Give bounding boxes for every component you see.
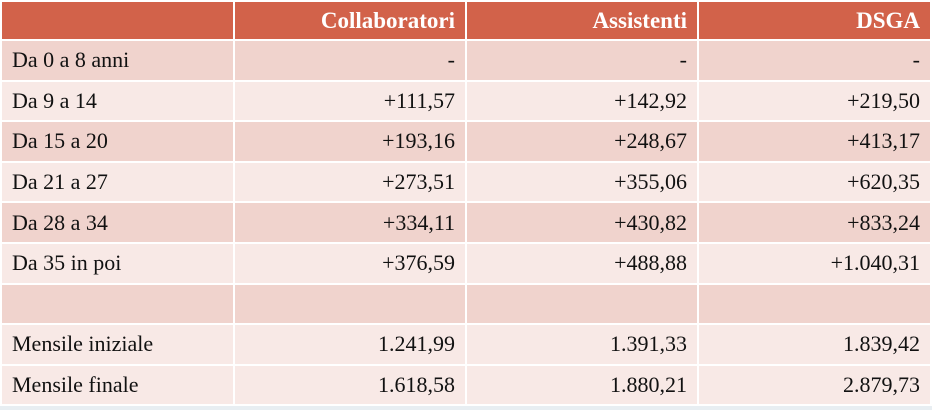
row-label: Da 21 a 27 — [0, 160, 235, 204]
row-label: Da 35 in poi — [0, 241, 235, 285]
cell-collaboratori: +193,16 — [233, 120, 467, 163]
table-row: Da 9 a 14 +111,57 +142,92 +219,50 — [0, 79, 932, 123]
cell-collaboratori: 1.241,99 — [233, 323, 467, 366]
cell-dsga: - — [697, 39, 932, 82]
row-label: Da 28 a 34 — [0, 201, 235, 244]
cell-assistenti: +142,92 — [465, 79, 699, 123]
row-label — [0, 282, 235, 326]
table-row: Da 21 a 27 +273,51 +355,06 +620,35 — [0, 160, 932, 204]
header-row: Collaboratori Assistenti DSGA — [0, 0, 932, 41]
cell-assistenti: +430,82 — [465, 201, 699, 244]
table-row: Da 0 a 8 anni - - - — [0, 39, 932, 82]
cell-dsga: +620,35 — [697, 160, 932, 204]
cell-collaboratori: +376,59 — [233, 241, 467, 285]
header-cell-empty — [0, 0, 235, 41]
cell-dsga: 1.839,42 — [697, 323, 932, 366]
cell-dsga: +413,17 — [697, 120, 932, 163]
cell-assistenti: +355,06 — [465, 160, 699, 204]
cell-assistenti — [465, 282, 699, 326]
cell-assistenti: +488,88 — [465, 241, 699, 285]
cell-assistenti: 1.880,21 — [465, 363, 699, 407]
cell-collaboratori: +273,51 — [233, 160, 467, 204]
table-row: Mensile finale 1.618,58 1.880,21 2.879,7… — [0, 363, 932, 407]
cell-collaboratori: 1.618,58 — [233, 363, 467, 407]
row-label: Da 9 a 14 — [0, 79, 235, 123]
cell-collaboratori: +111,57 — [233, 79, 467, 123]
row-label: Mensile finale — [0, 363, 235, 407]
cell-collaboratori: +334,11 — [233, 201, 467, 244]
table-row-spacer — [0, 282, 932, 326]
cell-collaboratori — [233, 282, 467, 326]
cell-dsga: +219,50 — [697, 79, 932, 123]
table-row: Da 35 in poi +376,59 +488,88 +1.040,31 — [0, 241, 932, 285]
cell-assistenti: +248,67 — [465, 120, 699, 163]
row-label: Mensile iniziale — [0, 323, 235, 366]
header-cell-dsga: DSGA — [697, 0, 932, 41]
cell-dsga: +833,24 — [697, 201, 932, 244]
cell-dsga — [697, 282, 932, 326]
table-row: Da 15 a 20 +193,16 +248,67 +413,17 — [0, 120, 932, 163]
table-row: Mensile iniziale 1.241,99 1.391,33 1.839… — [0, 323, 932, 366]
row-label: Da 0 a 8 anni — [0, 39, 235, 82]
cell-assistenti: 1.391,33 — [465, 323, 699, 366]
cell-dsga: +1.040,31 — [697, 241, 932, 285]
table-row: Da 28 a 34 +334,11 +430,82 +833,24 — [0, 201, 932, 244]
cell-assistenti: - — [465, 39, 699, 82]
row-label: Da 15 a 20 — [0, 120, 235, 163]
header-cell-assistenti: Assistenti — [465, 0, 699, 41]
cell-collaboratori: - — [233, 39, 467, 82]
header-cell-collaboratori: Collaboratori — [233, 0, 467, 41]
cell-dsga: 2.879,73 — [697, 363, 932, 407]
